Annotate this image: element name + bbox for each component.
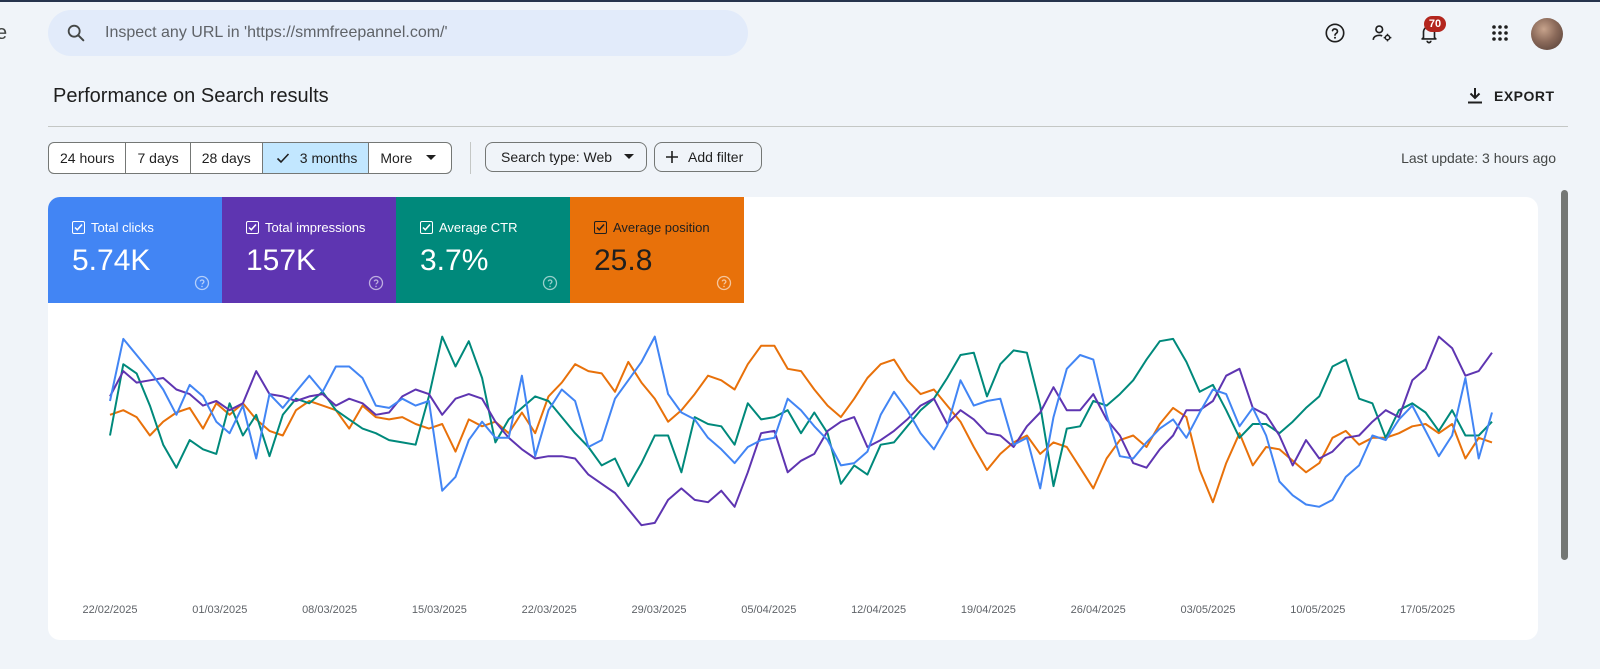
- add-filter-label: Add filter: [688, 149, 744, 165]
- metric-value: 3.7%: [420, 244, 489, 277]
- last-update-text: Last update: 3 hours ago: [1401, 150, 1556, 166]
- series-line-average-position[interactable]: [109, 344, 1493, 504]
- performance-line-chart[interactable]: 22/02/2025 01/03/2025 08/03/2025 15/03/2025…: [48, 197, 1538, 640]
- metric-value: 157K: [246, 244, 317, 277]
- range-3-months-label: 3 months: [299, 150, 358, 166]
- metric-label-row: Average position: [594, 220, 710, 235]
- avatar[interactable]: [1531, 18, 1563, 50]
- search-input[interactable]: [103, 23, 707, 43]
- checkbox-checked-icon[interactable]: [594, 221, 607, 234]
- help-icon[interactable]: [1322, 20, 1348, 46]
- metric-average-ctr[interactable]: Average CTR 3.7%: [396, 197, 570, 303]
- x-tick-label: 22/02/2025: [82, 604, 137, 616]
- range-3-months[interactable]: 3 months: [262, 143, 370, 173]
- x-tick-label: 22/03/2025: [522, 604, 577, 616]
- export-button[interactable]: EXPORT: [1466, 84, 1555, 108]
- range-7-days-label: 7 days: [137, 150, 179, 166]
- top-border: [0, 0, 1600, 2]
- search-type-label: Search type: Web: [501, 149, 613, 165]
- range-28-days[interactable]: 28 days: [191, 143, 263, 173]
- metric-value: 5.74K: [72, 244, 151, 277]
- x-tick-label: 05/04/2025: [741, 604, 796, 616]
- checkbox-checked-icon[interactable]: [420, 221, 433, 234]
- metric-label-row: Total clicks: [72, 220, 154, 235]
- x-tick-label: 10/05/2025: [1290, 604, 1345, 616]
- help-icon[interactable]: [716, 275, 732, 291]
- series-line-total-impressions[interactable]: [109, 335, 1493, 527]
- url-inspect-search[interactable]: [48, 10, 748, 56]
- caret-down-icon: [624, 154, 635, 159]
- export-label: EXPORT: [1494, 88, 1555, 104]
- range-28-days-label: 28 days: [201, 150, 251, 166]
- range-24-hours-label: 24 hours: [60, 150, 115, 166]
- metric-average-position[interactable]: Average position 25.8: [570, 197, 744, 303]
- manage-users-icon[interactable]: [1369, 20, 1395, 46]
- header-divider: [48, 126, 1568, 127]
- download-icon: [1468, 88, 1482, 104]
- x-tick-label: 17/05/2025: [1400, 604, 1455, 616]
- apps-grid-icon[interactable]: [1487, 20, 1513, 46]
- range-7-days[interactable]: 7 days: [126, 143, 191, 173]
- checkbox-checked-icon[interactable]: [246, 221, 259, 234]
- search-icon: [67, 24, 85, 42]
- metric-label: Average position: [613, 220, 710, 235]
- check-icon: [276, 153, 289, 164]
- range-more-label: More: [380, 150, 413, 166]
- notification-count-badge: 70: [1424, 16, 1446, 32]
- checkbox-checked-icon[interactable]: [72, 221, 85, 234]
- help-icon[interactable]: [194, 275, 210, 291]
- plus-icon: [666, 151, 678, 163]
- search-type-dropdown[interactable]: Search type: Web: [485, 142, 647, 172]
- range-more-dropdown[interactable]: More: [369, 143, 451, 173]
- x-tick-label: 01/03/2025: [192, 604, 247, 616]
- x-tick-label: 15/03/2025: [412, 604, 467, 616]
- metric-value: 25.8: [594, 244, 653, 277]
- help-icon[interactable]: [368, 275, 384, 291]
- x-tick-label: 03/05/2025: [1180, 604, 1235, 616]
- metric-total-impressions[interactable]: Total impressions 157K: [222, 197, 396, 303]
- metric-total-clicks[interactable]: Total clicks 5.74K: [48, 197, 222, 303]
- range-24-hours[interactable]: 24 hours: [49, 143, 127, 173]
- x-tick-label: 12/04/2025: [851, 604, 906, 616]
- series-line-total-clicks[interactable]: [109, 335, 1493, 508]
- page-title: Performance on Search results: [53, 85, 329, 107]
- filter-divider: [470, 142, 471, 174]
- metric-label: Total impressions: [265, 220, 366, 235]
- metric-label: Average CTR: [439, 220, 518, 235]
- metric-label: Total clicks: [91, 220, 154, 235]
- caret-down-icon: [426, 155, 437, 160]
- performance-card: Total clicks 5.74K Total impressions 157…: [48, 197, 1538, 640]
- x-tick-label: 08/03/2025: [302, 604, 357, 616]
- add-filter-button[interactable]: Add filter: [654, 142, 762, 172]
- x-tick-label: 19/04/2025: [961, 604, 1016, 616]
- x-tick-label: 26/04/2025: [1071, 604, 1126, 616]
- help-icon[interactable]: [542, 275, 558, 291]
- x-tick-label: 29/03/2025: [631, 604, 686, 616]
- metric-label-row: Average CTR: [420, 220, 518, 235]
- clipped-text: e: [0, 22, 8, 44]
- date-range-selector[interactable]: 24 hours 7 days 28 days 3 months More: [48, 142, 453, 174]
- scrollbar[interactable]: [1561, 190, 1568, 560]
- metric-label-row: Total impressions: [246, 220, 365, 235]
